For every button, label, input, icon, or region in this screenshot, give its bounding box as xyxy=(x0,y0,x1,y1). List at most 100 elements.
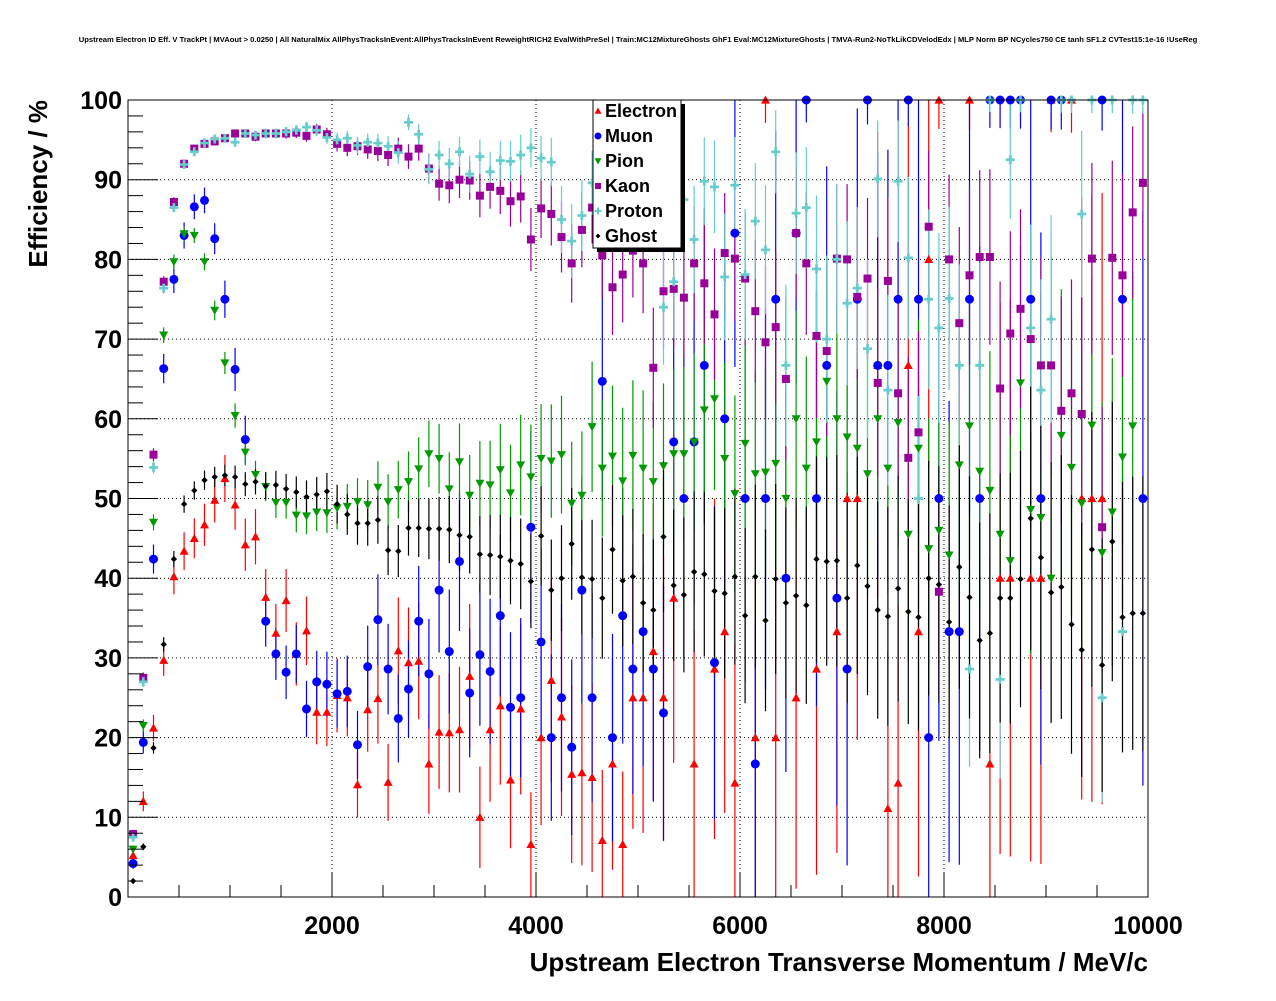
proton-point xyxy=(954,360,964,370)
pion-point xyxy=(720,455,730,464)
electron-point xyxy=(577,768,587,777)
pion-point xyxy=(363,501,373,510)
ghost-point xyxy=(140,843,147,850)
proton-point xyxy=(903,253,913,263)
kaon-point xyxy=(516,192,525,201)
ghost-point xyxy=(670,582,677,589)
pion-point xyxy=(873,415,883,424)
ghost-point xyxy=(629,573,637,580)
muon-point xyxy=(618,611,628,621)
ghost-point xyxy=(1027,515,1034,522)
muon-point xyxy=(944,627,954,637)
pion-point xyxy=(516,461,526,470)
kaon-point xyxy=(690,259,699,268)
muon-legend-label: Muon xyxy=(605,126,653,146)
kaon-point xyxy=(486,182,495,191)
ghost-point xyxy=(405,524,412,532)
muon-point xyxy=(812,494,821,503)
y-tick-label: 30 xyxy=(94,645,122,673)
pion-point xyxy=(659,462,668,471)
ghost-point xyxy=(823,558,830,565)
kaon-point xyxy=(894,389,903,398)
pion-point xyxy=(832,415,842,424)
proton-point xyxy=(1046,314,1056,324)
ghost-point xyxy=(415,524,422,532)
pion-point xyxy=(567,499,577,508)
ghost-point xyxy=(915,614,922,621)
pion-point xyxy=(271,498,281,507)
electron-error-bar xyxy=(600,769,605,897)
proton-point xyxy=(189,147,199,157)
ghost-point xyxy=(1109,538,1116,545)
proton-point xyxy=(455,147,464,157)
muon-point xyxy=(465,688,475,698)
pion-point xyxy=(1067,463,1076,472)
kaon-point xyxy=(526,235,535,244)
pion-point xyxy=(169,258,179,267)
pion-point xyxy=(393,486,403,495)
proton-point xyxy=(332,135,342,145)
muon-point xyxy=(1138,494,1148,503)
kaon-legend-marker xyxy=(595,183,601,189)
pion-point xyxy=(812,438,821,447)
ghost-point xyxy=(609,546,616,553)
muon-point xyxy=(669,437,679,447)
pion-point xyxy=(648,478,658,487)
pion-point xyxy=(557,451,566,460)
muon-point xyxy=(873,360,883,370)
y-tick-label: 0 xyxy=(108,884,122,912)
proton-point xyxy=(883,385,893,395)
kaon-point xyxy=(557,233,566,242)
ghost-point xyxy=(517,560,524,568)
pion-point xyxy=(1036,514,1046,523)
muon-point xyxy=(383,664,393,674)
kaon-point xyxy=(639,259,648,268)
muon-point xyxy=(475,650,485,660)
proton-point xyxy=(934,323,944,333)
proton-point xyxy=(383,141,393,151)
proton-point xyxy=(944,293,954,303)
electron-point xyxy=(200,520,209,529)
pion-point xyxy=(771,459,781,468)
proton-point xyxy=(342,133,352,143)
muon-point xyxy=(914,294,923,304)
electron-point xyxy=(526,839,536,848)
ghost-point xyxy=(568,540,575,548)
pion-point xyxy=(618,477,628,486)
muon-point xyxy=(240,435,250,445)
electron-point xyxy=(628,693,638,702)
ghost-point xyxy=(150,744,157,752)
pion-point xyxy=(200,258,209,267)
muon-point xyxy=(750,759,760,769)
ghost-point xyxy=(996,594,1004,602)
muon-legend-marker xyxy=(594,132,602,140)
pion-point xyxy=(740,439,750,449)
electron-error-bar xyxy=(936,99,941,130)
electron-point xyxy=(536,733,546,742)
proton-point xyxy=(261,128,271,138)
pion-point xyxy=(577,491,587,500)
muon-point xyxy=(679,494,689,503)
electron-point xyxy=(363,705,373,714)
proton-point xyxy=(750,216,760,226)
ghost-point xyxy=(497,553,504,560)
proton-point xyxy=(720,272,730,282)
pion-point xyxy=(546,457,556,466)
muon-point xyxy=(322,679,332,689)
muon-point xyxy=(434,585,444,595)
kaon-point xyxy=(1067,389,1076,398)
pion-legend-marker xyxy=(594,158,602,165)
pion-point xyxy=(291,511,301,520)
ghost-point xyxy=(701,571,708,578)
ghost-point xyxy=(986,630,994,637)
kaon-point xyxy=(659,287,668,296)
proton-point xyxy=(1026,323,1036,333)
kaon-point xyxy=(537,204,546,213)
pion-point xyxy=(628,451,638,460)
pion-point xyxy=(1016,379,1025,388)
ghost-point xyxy=(303,493,310,501)
proton-point xyxy=(536,153,546,163)
kaon-point xyxy=(608,283,617,292)
kaon-point xyxy=(506,197,515,206)
proton-point xyxy=(842,298,852,308)
